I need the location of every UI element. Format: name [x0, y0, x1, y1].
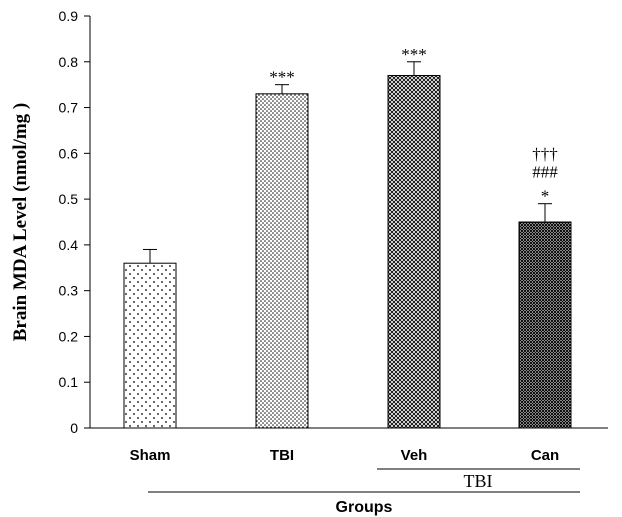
y-tick-label: 0.1 — [59, 374, 79, 390]
y-tick-label: 0.4 — [59, 237, 79, 253]
y-axis-ticks: 0 0.1 0.2 0.3 0.4 0.5 0.6 0.7 0.8 0.9 — [59, 8, 90, 436]
y-tick-label: 0.2 — [59, 328, 79, 344]
significance-marker: ### — [532, 163, 558, 182]
significance-marker: * — [541, 187, 550, 206]
category-label-veh: Veh — [401, 447, 428, 464]
significance-marker: ††† — [532, 145, 558, 164]
y-tick-label: 0.5 — [59, 191, 79, 207]
category-label-can: Can — [531, 447, 559, 464]
category-label-tbi: TBI — [270, 447, 294, 464]
significance-marker: *** — [401, 45, 427, 64]
bar-can — [518, 221, 572, 429]
category-labels: Sham TBI Veh Can — [130, 447, 560, 464]
y-tick-label: 0.6 — [59, 145, 79, 161]
subgroup-label: TBI — [464, 471, 493, 491]
y-tick-label: 0.9 — [59, 8, 79, 24]
bar-sham — [123, 262, 177, 429]
y-tick-label: 0.7 — [59, 100, 79, 116]
y-tick-label: 0 — [70, 420, 78, 436]
bar-tbi — [255, 93, 309, 429]
bar-veh — [387, 75, 441, 429]
x-axis-title: Groups — [336, 499, 393, 516]
significance-marker: *** — [269, 68, 295, 87]
category-label-sham: Sham — [130, 447, 171, 464]
bars: *** *** †††### * — [123, 45, 572, 429]
y-tick-label: 0.3 — [59, 283, 79, 299]
y-axis-title: Brain MDA Level (nmol/mg ) — [10, 103, 31, 342]
y-tick-label: 0.8 — [59, 54, 79, 70]
